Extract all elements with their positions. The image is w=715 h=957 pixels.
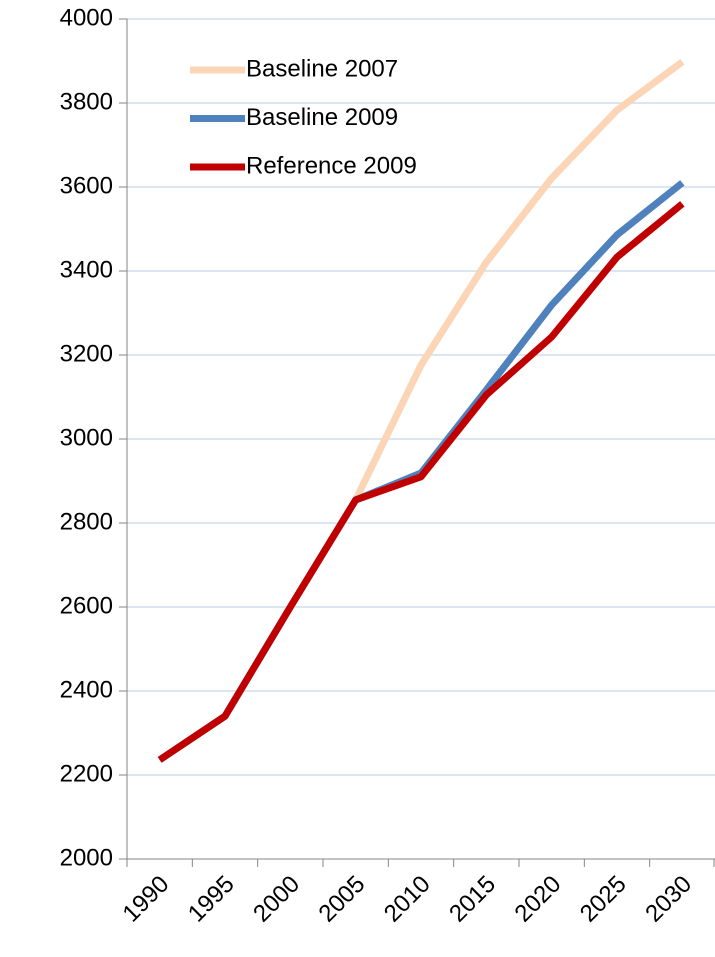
y-tick-label: 2400 <box>60 676 113 703</box>
y-tick-label: 3600 <box>60 172 113 199</box>
y-tick-label: 3400 <box>60 256 113 283</box>
x-tick-label: 2010 <box>379 871 436 928</box>
legend-label: Reference 2009 <box>246 152 417 179</box>
y-tick-label: 2200 <box>60 760 113 787</box>
y-tick-label: 4000 <box>60 4 113 31</box>
x-tick-label: 2000 <box>248 871 305 928</box>
legend-label: Baseline 2007 <box>246 55 398 82</box>
y-tick-label: 2600 <box>60 592 113 619</box>
y-tick-label: 2800 <box>60 508 113 535</box>
series-line <box>157 201 685 763</box>
y-tick-label: 3800 <box>60 88 113 115</box>
legend-label: Baseline 2009 <box>246 104 398 131</box>
x-tick-label: 2015 <box>444 871 501 928</box>
x-tick-label: 2005 <box>314 871 371 928</box>
y-tick-label: 3000 <box>60 424 113 451</box>
x-tick-label: 2025 <box>575 871 632 928</box>
x-tick-label: 1990 <box>118 871 175 928</box>
y-tick-label: 3200 <box>60 340 113 367</box>
x-tick-label: 2030 <box>640 871 697 928</box>
x-tick-label: 1995 <box>183 871 240 928</box>
x-tick-label: 2020 <box>510 871 567 928</box>
y-tick-label: 2000 <box>60 844 113 871</box>
